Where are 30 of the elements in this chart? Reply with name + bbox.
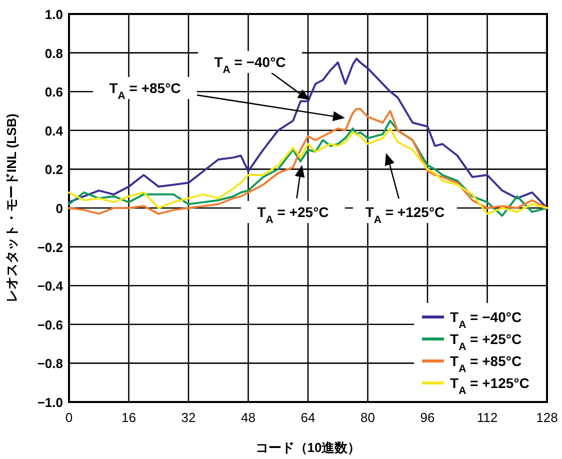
y-tick-label: −0.4 <box>37 278 64 294</box>
x-tick-label: 128 <box>536 410 558 425</box>
x-tick-label: 96 <box>420 410 435 425</box>
x-tick-label: 48 <box>241 410 256 425</box>
legend-label: T$_{A}$ = +25°C <box>450 331 522 353</box>
legend-label: T$_{A}$ = −40°C <box>450 309 522 331</box>
x-tick-label: 64 <box>300 410 316 425</box>
annotation: T$_{A}$ = +25°C <box>257 204 329 226</box>
legend-label: T$_{A}$ = +125°C <box>450 375 530 397</box>
y-tick-label: −0.6 <box>37 317 63 332</box>
y-tick-label: 0.4 <box>44 123 64 138</box>
y-tick-label: 1.0 <box>44 7 63 22</box>
y-tick-label: 0.8 <box>44 46 63 61</box>
line-series <box>68 58 548 209</box>
y-tick-label: −0.8 <box>37 356 63 372</box>
x-axis-title: コード（10進数） <box>255 440 361 455</box>
legend-label: T$_{A}$ = +85°C <box>450 353 522 375</box>
annotation: T$_{A}$ = +85°C <box>109 80 181 102</box>
x-tick-label: 32 <box>181 410 196 425</box>
y-tick-label: −0.2 <box>37 240 63 255</box>
y-tick-label: 0.6 <box>44 84 63 100</box>
y-tick-label: −1.0 <box>37 395 63 410</box>
x-tick-label: 80 <box>360 410 375 425</box>
y-tick-label: 0 <box>56 201 63 216</box>
x-tick-label: 112 <box>476 410 498 425</box>
x-tick-label: 16 <box>122 410 136 425</box>
y-axis-title: レオスタット・モードINL (LSB) <box>4 114 19 302</box>
annotation: T$_{A}$ = −40°C <box>214 54 286 76</box>
annotation: T$_{A}$ = +125°C <box>365 204 445 226</box>
y-tick-label: 0.2 <box>44 162 63 178</box>
